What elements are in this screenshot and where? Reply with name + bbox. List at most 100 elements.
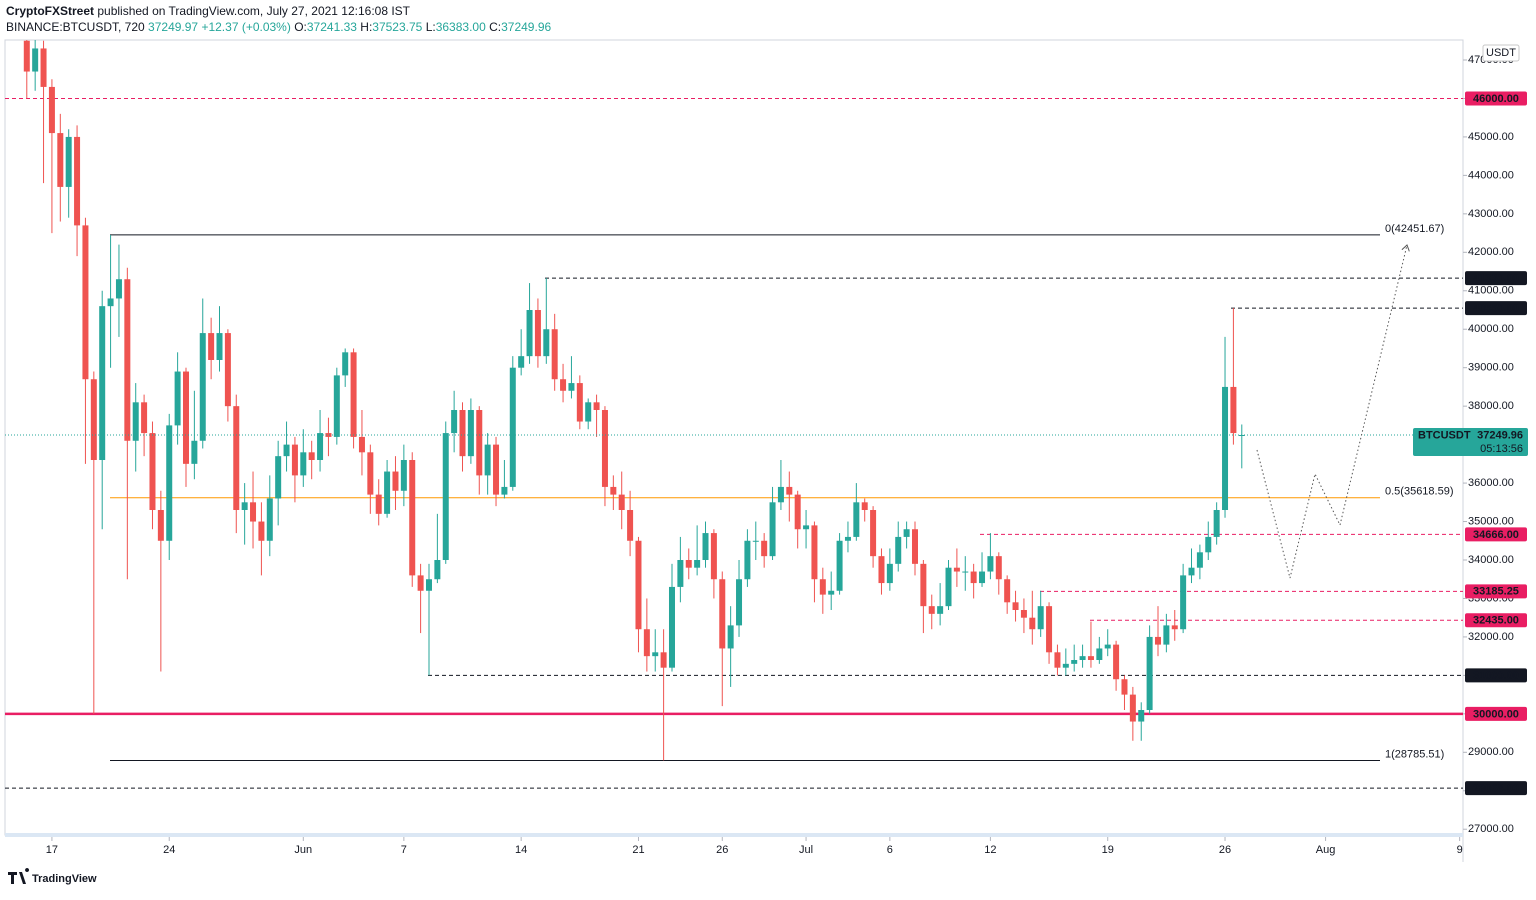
candle-body: [241, 502, 248, 510]
candle-body: [635, 540, 642, 630]
candle-body: [677, 560, 684, 587]
candle-body: [57, 133, 64, 187]
fib-label: 0.5(35618.59): [1385, 486, 1454, 498]
level-label: 46000.00: [1473, 93, 1519, 105]
candle-body: [434, 560, 441, 580]
candle-body: [459, 410, 466, 457]
level-label: 30000.00: [1473, 708, 1519, 720]
candle-body: [325, 433, 332, 437]
candle-body: [216, 333, 223, 360]
candle-body: [870, 510, 877, 557]
candle-body: [375, 494, 382, 514]
candle-body: [853, 502, 860, 537]
candle-body: [761, 540, 768, 557]
candle-body: [568, 383, 575, 391]
candle-body: [367, 452, 374, 495]
y-tick-label: 27000.00: [1468, 823, 1514, 835]
candle-body: [258, 521, 265, 541]
candle-body: [702, 533, 709, 560]
candle-body: [23, 40, 30, 72]
candle-body: [1171, 625, 1178, 630]
y-tick-label: 41000.00: [1468, 285, 1514, 297]
candle-body: [668, 586, 675, 668]
candle-body: [74, 136, 81, 226]
candle-body: [987, 556, 994, 572]
projection-path: [1256, 245, 1407, 579]
axis-layer: 27000.0028000.0029000.0030000.0031000.00…: [46, 54, 1528, 856]
candle-body: [970, 571, 977, 584]
candle-body: [811, 525, 818, 580]
ohlc-key: H:: [360, 20, 373, 34]
brand-logo: TradingView: [8, 868, 97, 885]
y-tick-label: 29000.00: [1468, 746, 1514, 758]
candle-body: [1213, 510, 1220, 537]
candle-body: [1188, 567, 1195, 576]
candle-body: [928, 606, 935, 614]
ohlc-value: 37249.96: [501, 20, 552, 34]
candle-body: [1079, 656, 1086, 660]
candle-body: [208, 333, 215, 360]
candle-body: [618, 494, 625, 510]
y-tick-label: 38000.00: [1468, 400, 1514, 412]
candle-body: [149, 433, 156, 510]
last-price-badge: [1413, 428, 1528, 457]
candle-body: [1096, 648, 1103, 660]
candle-body: [509, 367, 516, 487]
candle-body: [40, 48, 47, 87]
candle-body: [400, 460, 407, 491]
ohlc-value: 37241.33: [306, 20, 357, 34]
candle-body: [534, 310, 541, 357]
candle-body: [1046, 606, 1053, 653]
published: published on TradingView.com, July 27, 2…: [97, 4, 411, 18]
candle-body: [786, 486, 793, 495]
last-price-symbol: BTCUSDT: [1418, 429, 1471, 441]
candle-body: [551, 329, 558, 380]
candle-body: [174, 371, 181, 426]
brand: TradingView: [32, 873, 97, 885]
candle-body: [694, 560, 701, 568]
candle-body: [920, 563, 927, 607]
candle-body: [1087, 656, 1094, 660]
candle-body: [518, 356, 525, 368]
currency-badge: [1482, 44, 1520, 62]
candle-body: [660, 652, 667, 668]
candle-body: [1004, 579, 1011, 603]
y-tick-label: 45000.00: [1468, 131, 1514, 143]
x-tick-label: 21: [632, 844, 644, 856]
candle-body: [819, 579, 826, 595]
candle-body: [501, 486, 508, 495]
candle-body: [115, 279, 122, 299]
candle-body: [752, 540, 759, 542]
candle-body: [777, 486, 784, 503]
candle-body: [266, 498, 273, 541]
candle-body: [560, 379, 567, 391]
candle-body: [526, 310, 533, 357]
candle-body: [1062, 663, 1069, 668]
candle-body: [291, 444, 298, 476]
y-tick-label: 44000.00: [1468, 169, 1514, 181]
candle-body: [333, 375, 340, 437]
ohlc: O:37241.33 H:37523.75 L:36383.00 C:37249…: [294, 20, 551, 34]
candle-body: [593, 402, 600, 410]
y-tick-label: 42000.00: [1468, 246, 1514, 258]
candle-body: [744, 540, 751, 580]
ohlc-key: O:: [294, 20, 307, 34]
x-tick-label: 19: [1102, 844, 1114, 856]
y-tick-label: 40000.00: [1468, 323, 1514, 335]
candle-body: [350, 352, 357, 437]
fib-label: 0(42451.67): [1385, 223, 1444, 235]
x-tick-label: Jun: [294, 844, 312, 856]
candle-body: [937, 606, 944, 614]
logo-mark: [8, 868, 30, 884]
candle-body: [157, 510, 164, 541]
candle-body: [769, 502, 776, 557]
ohlc-key: C:: [489, 20, 502, 34]
last-price-label: 37249.96: [1477, 429, 1523, 441]
level-badge: [1465, 613, 1527, 628]
candle-body: [141, 402, 148, 434]
x-tick-label: 7: [401, 844, 407, 856]
candle-body: [283, 444, 290, 457]
candle-body: [199, 333, 206, 441]
